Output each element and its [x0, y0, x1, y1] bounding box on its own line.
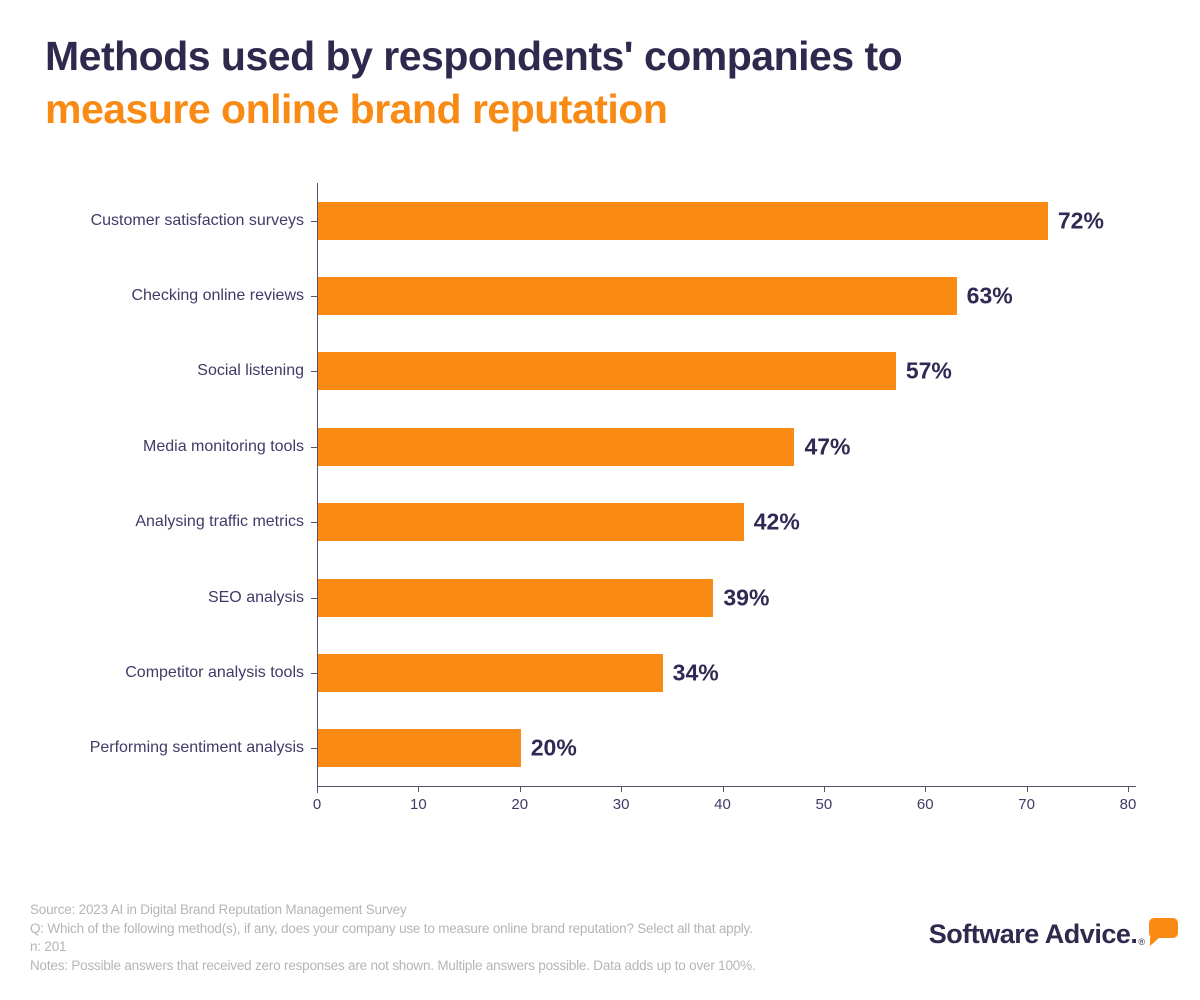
x-tick-label: 40 [714, 796, 731, 813]
bar [318, 277, 957, 316]
registered-trademark-icon: ® [1138, 937, 1145, 947]
x-tick-label: 20 [511, 796, 529, 813]
bar [318, 729, 521, 768]
category-label: Analysing traffic metrics [135, 513, 304, 531]
value-label: 42% [753, 508, 800, 535]
x-tick-mark [1128, 786, 1129, 792]
y-tick-mark [311, 296, 317, 298]
footer-notes-line: Notes: Possible answers that received ze… [30, 957, 756, 973]
footer-sample-size: n: 201 [30, 939, 67, 954]
footer-notes: Source: 2023 AI in Digital Brand Reputat… [30, 901, 756, 975]
logo-text: Software Advice. [928, 919, 1138, 949]
category-label: Customer satisfaction surveys [90, 211, 304, 229]
category-label: SEO analysis [207, 588, 304, 606]
chart-title-line1: Methods used by respondents' companies t… [45, 33, 903, 79]
x-tick-mark [722, 786, 724, 792]
value-label: 57% [905, 357, 952, 384]
x-tick-label: 80 [1119, 796, 1137, 813]
y-tick-mark [311, 220, 317, 222]
x-tick-label: 60 [916, 796, 934, 813]
software-advice-logo: Software Advice. ® [929, 917, 1178, 951]
category-label: Checking online reviews [131, 287, 304, 305]
x-tick-mark [925, 786, 927, 792]
value-label: 34% [672, 659, 719, 686]
bar [318, 201, 1048, 240]
x-tick-label: 30 [612, 796, 630, 813]
x-tick-label: 10 [410, 796, 427, 813]
x-axis-line [317, 786, 1136, 787]
value-label: 39% [723, 584, 770, 611]
category-label: Performing sentiment analysis [89, 739, 304, 757]
y-tick-mark [311, 522, 317, 524]
category-label: Competitor analysis tools [125, 663, 304, 681]
bar [318, 427, 795, 466]
x-tick-mark [519, 786, 521, 792]
x-tick-mark [823, 786, 825, 792]
bar [318, 503, 744, 542]
speech-bubble-icon [1149, 918, 1178, 946]
value-label: 20% [530, 734, 577, 761]
x-tick-label: 50 [815, 796, 833, 813]
y-tick-mark [311, 371, 317, 373]
bar [318, 578, 714, 617]
x-tick-label: 0 [312, 796, 322, 813]
category-label: Social listening [197, 362, 304, 380]
footer-question: Q: Which of the following method(s), if … [30, 920, 753, 936]
x-tick-mark [621, 786, 623, 792]
y-tick-mark [311, 748, 317, 750]
chart-title-line2: measure online brand reputation [45, 86, 668, 132]
y-tick-mark [311, 597, 317, 599]
x-tick-mark [317, 786, 318, 792]
footer-source: Source: 2023 AI in Digital Brand Reputat… [30, 902, 407, 917]
x-tick-mark [418, 786, 420, 792]
bar [318, 352, 896, 391]
value-label: 47% [804, 433, 851, 460]
value-label: 63% [966, 282, 1013, 309]
value-label: 72% [1057, 207, 1104, 234]
x-tick-label: 70 [1018, 796, 1035, 813]
bar [318, 653, 663, 692]
y-tick-mark [311, 672, 317, 674]
y-axis-line [317, 183, 318, 793]
category-label: Media monitoring tools [143, 437, 304, 455]
chart-title: Methods used by respondents' companies t… [45, 30, 903, 136]
y-tick-mark [311, 446, 317, 448]
x-tick-mark [1026, 786, 1028, 792]
